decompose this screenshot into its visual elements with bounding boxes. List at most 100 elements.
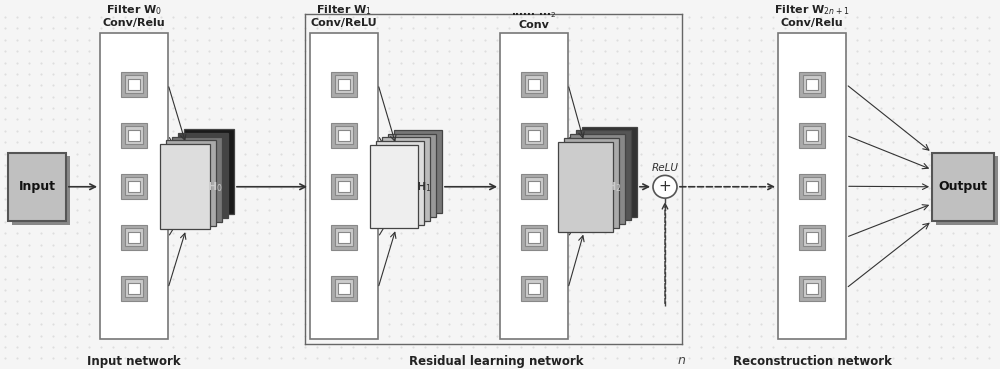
- Bar: [128, 180, 140, 192]
- Bar: [525, 228, 543, 246]
- Bar: [500, 33, 568, 339]
- Bar: [310, 33, 378, 339]
- Text: Filter W$_0$
Conv/Relu: Filter W$_0$ Conv/Relu: [103, 3, 165, 28]
- Bar: [528, 232, 540, 243]
- Bar: [335, 279, 353, 297]
- Bar: [331, 276, 357, 301]
- Bar: [936, 156, 998, 225]
- Bar: [803, 126, 821, 144]
- Bar: [376, 141, 424, 225]
- Bar: [125, 279, 143, 297]
- Bar: [799, 276, 825, 301]
- Bar: [338, 180, 350, 192]
- Bar: [806, 232, 818, 243]
- Text: Conv: Conv: [519, 20, 549, 30]
- Bar: [521, 225, 547, 250]
- Text: Residual learning network: Residual learning network: [409, 355, 583, 368]
- Bar: [806, 79, 818, 90]
- Bar: [806, 283, 818, 294]
- Bar: [521, 123, 547, 148]
- Bar: [166, 140, 216, 225]
- Bar: [521, 276, 547, 301]
- Text: H$_0$: H$_0$: [207, 180, 223, 194]
- Bar: [331, 174, 357, 199]
- Bar: [528, 180, 540, 192]
- Bar: [184, 129, 234, 214]
- Bar: [331, 72, 357, 97]
- Bar: [525, 75, 543, 93]
- Bar: [806, 180, 818, 192]
- Bar: [799, 174, 825, 199]
- Bar: [521, 174, 547, 199]
- Bar: [121, 72, 147, 97]
- Bar: [121, 174, 147, 199]
- Bar: [582, 127, 637, 217]
- Bar: [128, 232, 140, 243]
- Bar: [370, 145, 418, 228]
- Text: Input network: Input network: [87, 355, 181, 368]
- Bar: [125, 75, 143, 93]
- Text: n: n: [678, 354, 686, 367]
- Text: Reconstruction network: Reconstruction network: [733, 355, 891, 368]
- Bar: [338, 283, 350, 294]
- Bar: [335, 228, 353, 246]
- Bar: [803, 177, 821, 195]
- Bar: [932, 153, 994, 221]
- Circle shape: [653, 175, 677, 198]
- Text: H$_2$: H$_2$: [606, 180, 622, 194]
- Bar: [121, 225, 147, 250]
- Bar: [338, 232, 350, 243]
- Text: ReLU: ReLU: [652, 162, 678, 173]
- Text: Filter W$_1$
Conv/ReLU: Filter W$_1$ Conv/ReLU: [311, 3, 377, 28]
- Bar: [803, 228, 821, 246]
- Bar: [128, 130, 140, 141]
- Bar: [799, 225, 825, 250]
- Bar: [525, 279, 543, 297]
- Bar: [528, 79, 540, 90]
- Bar: [125, 228, 143, 246]
- Bar: [338, 130, 350, 141]
- Bar: [558, 142, 613, 232]
- Bar: [388, 134, 436, 217]
- Bar: [394, 130, 442, 213]
- Bar: [160, 144, 210, 230]
- Bar: [121, 123, 147, 148]
- Bar: [335, 126, 353, 144]
- Bar: [570, 134, 625, 224]
- Bar: [331, 123, 357, 148]
- Bar: [528, 130, 540, 141]
- Bar: [778, 33, 846, 339]
- Bar: [331, 225, 357, 250]
- Text: ...... ...$_2$: ...... ...$_2$: [511, 10, 557, 20]
- Bar: [338, 79, 350, 90]
- Text: H$_1$: H$_1$: [416, 180, 432, 194]
- Bar: [528, 283, 540, 294]
- Bar: [12, 156, 70, 225]
- Text: Output: Output: [938, 180, 988, 193]
- Bar: [799, 123, 825, 148]
- Bar: [525, 177, 543, 195]
- Text: +: +: [659, 179, 671, 194]
- Bar: [121, 276, 147, 301]
- Bar: [803, 279, 821, 297]
- Bar: [125, 126, 143, 144]
- Bar: [521, 72, 547, 97]
- Bar: [128, 283, 140, 294]
- Bar: [525, 126, 543, 144]
- Bar: [803, 75, 821, 93]
- Bar: [8, 153, 66, 221]
- Bar: [576, 130, 631, 220]
- Bar: [806, 130, 818, 141]
- Text: Filter W$_{2n+1}$
Conv/Relu: Filter W$_{2n+1}$ Conv/Relu: [774, 3, 850, 28]
- Bar: [799, 72, 825, 97]
- Bar: [100, 33, 168, 339]
- Text: Input: Input: [18, 180, 56, 193]
- Bar: [564, 138, 619, 228]
- Bar: [335, 177, 353, 195]
- Bar: [335, 75, 353, 93]
- Bar: [125, 177, 143, 195]
- Bar: [382, 138, 430, 221]
- Bar: [178, 133, 228, 218]
- Bar: [128, 79, 140, 90]
- Bar: [172, 137, 222, 222]
